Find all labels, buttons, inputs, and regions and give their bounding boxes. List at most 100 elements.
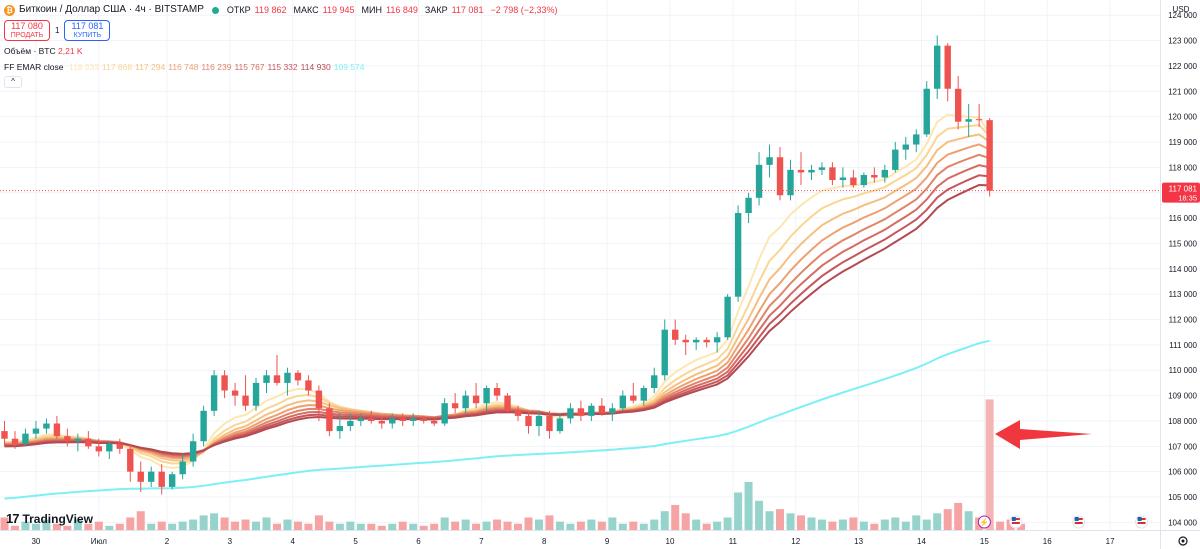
volume-bar — [388, 523, 397, 530]
candle — [829, 162, 836, 186]
ema-slow-line — [4, 339, 990, 500]
candle — [399, 413, 406, 427]
volume-bar — [692, 519, 701, 530]
volume-bar — [597, 521, 606, 530]
volume-bar — [63, 525, 72, 530]
candle-body — [284, 372, 291, 383]
candle — [242, 375, 249, 411]
price-tick-label: 112 000 — [1169, 316, 1198, 325]
candle-body — [106, 443, 113, 452]
candle — [609, 403, 616, 421]
volume-bar — [189, 519, 198, 530]
candle-body — [493, 387, 501, 396]
volume-bar — [84, 523, 93, 530]
volume-bar — [241, 519, 250, 530]
ema-value-6: 115 767 — [234, 62, 265, 72]
buy-button[interactable]: 117 081 КУПИТЬ — [64, 20, 111, 41]
symbol-title[interactable]: Биткоин / Доллар США · 4ч · BITSTAMP — [19, 4, 204, 15]
candle — [378, 415, 385, 429]
candle-body — [95, 446, 103, 452]
gear-icon[interactable] — [1161, 531, 1200, 549]
candle-body — [1, 431, 8, 439]
volume-bar — [912, 515, 921, 530]
candles — [1, 35, 993, 495]
price-chart[interactable]: ⚡ — [0, 0, 1160, 530]
candle-body — [378, 420, 385, 424]
ema-value-7: 115 332 — [267, 62, 298, 72]
candle-body — [525, 415, 532, 427]
currency-selector[interactable]: USD — [1172, 5, 1190, 14]
collapse-legend-button[interactable]: ^ — [4, 76, 22, 88]
candle — [965, 103, 972, 137]
candle — [263, 370, 270, 394]
volume-bar — [587, 519, 596, 530]
candle-body — [326, 408, 333, 432]
volume-bar — [367, 523, 376, 530]
axis-settings[interactable] — [1160, 530, 1200, 549]
price-axis[interactable]: 104 000 105 000 106 000 107 000 108 000 109 0… — [1160, 0, 1200, 530]
price-tick-label: 109 000 — [1168, 392, 1197, 401]
time-tick-label: 6 — [416, 537, 421, 546]
volume-bar — [272, 523, 281, 530]
flag-stripe — [1137, 522, 1146, 524]
ema-value-9: 109 574 — [333, 62, 365, 72]
time-axis-scale[interactable]: 30 Июл 2 3 4 5 6 7 8 9 10 11 12 13 14 15 16 17 — [0, 531, 1160, 549]
price-tick-label: 116 000 — [1169, 214, 1198, 223]
candle — [472, 382, 480, 409]
candle-body — [776, 157, 784, 196]
volume-bar — [933, 513, 942, 530]
volume-bar — [231, 521, 240, 530]
ema-line — [4, 113, 991, 470]
candle — [850, 169, 857, 188]
ema-legend[interactable]: FF EMAR close 118 333 117 868 117 294 116 7… — [4, 61, 561, 73]
price-tick-label: 104 000 — [1168, 518, 1197, 527]
volume-bar — [168, 523, 177, 530]
candle — [210, 370, 218, 416]
sell-button[interactable]: 117 080 ПРОДАТЬ — [4, 20, 50, 41]
volume-bar — [199, 515, 208, 530]
candle — [934, 35, 941, 99]
candle-body — [430, 420, 438, 424]
candle — [441, 398, 448, 427]
ema-value-3: 117 294 — [135, 62, 166, 72]
volume-bars — [0, 399, 1026, 530]
volume-bar — [566, 523, 575, 530]
candle-body — [410, 418, 417, 421]
candle-body — [43, 423, 50, 429]
candle-body — [535, 415, 543, 427]
time-tick-label: 15 — [980, 537, 989, 546]
time-tick-label: 14 — [917, 537, 926, 546]
candle-body — [556, 418, 564, 432]
volume-bar — [755, 500, 764, 530]
volume-bar — [545, 515, 554, 530]
volume-bar — [576, 521, 585, 530]
volume-bar — [954, 502, 963, 530]
volume-bar — [922, 519, 931, 530]
candle — [860, 172, 868, 188]
price-tick-label: 124 000 — [1168, 11, 1197, 20]
candle-body — [598, 405, 606, 414]
candle-body — [640, 387, 647, 401]
tradingview-logo[interactable]: 17 TradingView — [6, 511, 93, 526]
volume-bar — [430, 523, 439, 530]
candle-body — [22, 433, 29, 444]
candle — [189, 433, 197, 467]
candle — [11, 431, 19, 449]
volume-bar — [629, 521, 638, 530]
volume-bar — [147, 523, 156, 530]
candle-body — [986, 120, 993, 191]
volume-legend[interactable]: Объём · BTC 2,21 K — [4, 45, 561, 57]
chart-legend: ₿ Биткоин / Доллар США · 4ч · BITSTAMP О… — [4, 3, 561, 88]
volume-bar — [377, 525, 386, 530]
candle-body — [221, 375, 228, 391]
candle-body — [829, 167, 836, 181]
price-axis-scale[interactable]: 104 000 105 000 106 000 107 000 108 000 109 0… — [1161, 0, 1200, 530]
chart-area[interactable]: ⚡ ₿ Биткоин / Доллар США · 4ч · BITSTAMP… — [0, 0, 1160, 530]
flag-stripe — [1011, 522, 1020, 524]
ema-ribbon — [4, 113, 991, 500]
candle — [640, 385, 647, 406]
time-axis[interactable]: 30 Июл 2 3 4 5 6 7 8 9 10 11 12 13 14 15 16 17 — [0, 530, 1160, 549]
candle — [462, 390, 469, 414]
volume-bar — [849, 517, 858, 530]
candle-body — [850, 177, 857, 186]
